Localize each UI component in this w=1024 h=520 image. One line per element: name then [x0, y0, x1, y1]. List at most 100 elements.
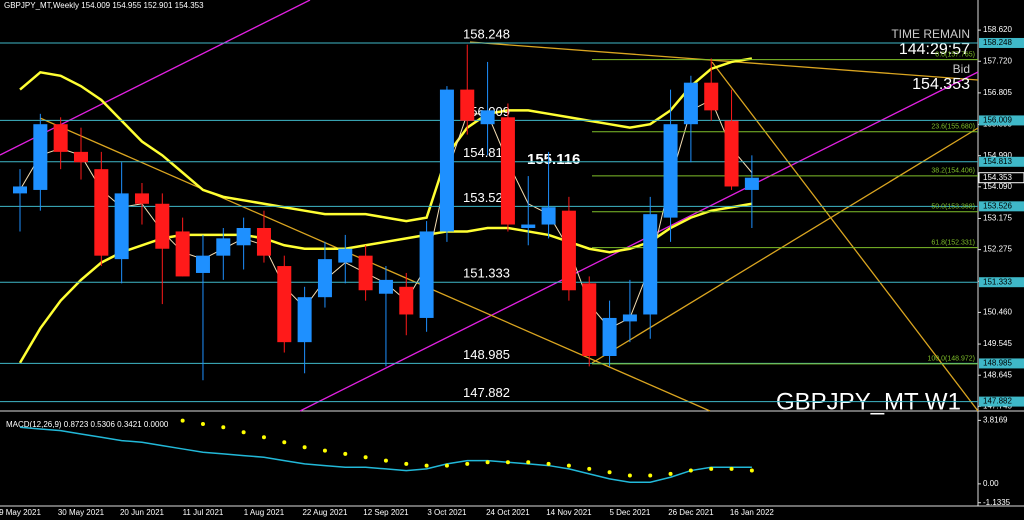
y-tick-label: 157.720 [983, 56, 1012, 65]
candle-body [256, 227, 271, 256]
signal-dot [444, 463, 449, 468]
signal-dot [526, 460, 531, 465]
x-tick-label: 30 May 2021 [58, 508, 105, 517]
candle-body [622, 314, 637, 322]
level-label: 153.526 [463, 190, 510, 205]
level-tag-label: 153.526 [983, 201, 1012, 210]
candle-body [582, 283, 597, 356]
candle-body [236, 227, 251, 246]
level-label: 154.813 [463, 145, 510, 160]
y-tick-label: -1.1335 [983, 498, 1011, 507]
level-tag-label: 154.813 [983, 157, 1012, 166]
price-tag [978, 172, 1024, 184]
level-label: 151.333 [463, 266, 510, 281]
price-tag-label: 154.353 [983, 173, 1012, 182]
y-tick-label: 153.175 [983, 214, 1012, 223]
candle-body [155, 203, 170, 249]
y-tick-label: 149.545 [983, 339, 1012, 348]
signal-dot [302, 445, 307, 450]
macd-title: MACD(12,26,9) 0.8723 0.5306 0.3421 0.000… [6, 420, 169, 429]
level-tag-label: 156.009 [983, 116, 1012, 125]
y-tick-label: 152.275 [983, 245, 1012, 254]
candle-body [13, 186, 27, 194]
x-tick-label: 3 Oct 2021 [427, 508, 467, 517]
signal-dot [607, 470, 612, 475]
candle-body [358, 255, 373, 291]
candle-body [338, 248, 353, 263]
x-tick-label: 1 Aug 2021 [244, 508, 285, 517]
candle-body [561, 210, 576, 291]
candle-body [460, 89, 475, 121]
indicator-line [18, 202, 753, 364]
trendline [469, 41, 979, 81]
candle-body [33, 124, 48, 190]
fibo-label: 50.0(153.368) [931, 204, 975, 211]
signal-dot [709, 466, 714, 471]
candle-body [683, 82, 698, 125]
signal-dot [566, 463, 571, 468]
candle-body [94, 169, 109, 256]
candle-body [480, 110, 495, 125]
x-tick-label: 22 Aug 2021 [302, 508, 347, 517]
signal-dot [404, 461, 409, 466]
level-label: 147.882 [463, 385, 510, 400]
signal-dot [383, 458, 388, 463]
level-tag [979, 201, 1024, 212]
candle-body [73, 151, 88, 163]
chart-header: GBPJPY_MT,Weekly 154.009 154.955 152.901… [4, 1, 204, 10]
x-tick-label: 24 Oct 2021 [486, 508, 530, 517]
trendline [0, 0, 311, 156]
candle-body [277, 266, 292, 343]
y-tick-label: 154.090 [983, 182, 1012, 191]
candle-body [399, 286, 414, 315]
signal-dot [627, 473, 632, 478]
level-tag-label: 148.985 [983, 359, 1012, 368]
x-tick-label: 14 Nov 2021 [546, 508, 592, 517]
candle-body [602, 317, 617, 356]
indicator-line [19, 57, 753, 223]
candle-body [297, 297, 312, 343]
candle-body [175, 231, 190, 277]
signal-dot [749, 468, 754, 473]
level-label: 158.248 [463, 26, 510, 41]
y-tick-label: 3.8169 [983, 415, 1008, 424]
candle-body [53, 124, 68, 152]
signal-dot [505, 460, 510, 465]
x-tick-label: 20 Jun 2021 [120, 508, 165, 517]
signal-dot [261, 435, 266, 440]
time-remain-title: TIME REMAIN [891, 27, 970, 41]
signal-dot [729, 466, 734, 471]
signal-dot [200, 421, 205, 426]
candle-body [439, 89, 454, 232]
candle-body [114, 193, 129, 260]
candle-body [195, 255, 210, 273]
y-tick-label: 156.805 [983, 88, 1012, 97]
signal-dot [221, 425, 226, 430]
signal-dot [485, 460, 490, 465]
time-remain-value: 144:29:57 [899, 41, 970, 58]
level-tag [979, 358, 1024, 369]
signal-dot [546, 461, 551, 466]
level-label: 148.985 [463, 347, 510, 362]
trendline [39, 117, 711, 412]
candle-body [663, 124, 678, 218]
signal-dot [180, 418, 185, 423]
signal-dot [343, 451, 348, 456]
y-tick-label: 158.620 [983, 25, 1012, 34]
x-tick-label: 5 Dec 2021 [609, 508, 650, 517]
signal-dot [648, 473, 653, 478]
level-tag [979, 115, 1024, 126]
fibo-label: 61.8(152.331) [931, 240, 975, 247]
candle-body [521, 224, 536, 228]
x-tick-label: 12 Sep 2021 [363, 508, 409, 517]
signal-dot [587, 466, 592, 471]
level-tag [979, 156, 1024, 167]
fibo-label: 0.0(157.765) [935, 52, 975, 59]
trendline [591, 127, 979, 364]
candle-body [134, 193, 149, 204]
signal-dot [322, 448, 327, 453]
signal-dot [465, 461, 470, 466]
x-tick-label: 26 Dec 2021 [668, 508, 714, 517]
